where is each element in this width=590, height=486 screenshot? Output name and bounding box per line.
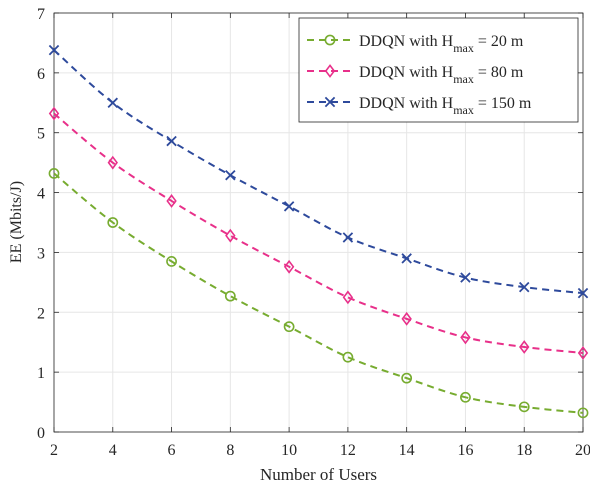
data-point [460,272,471,283]
y-axis-label: EE (Mbits/J) [8,181,25,263]
legend-label-subscript: max [453,41,474,55]
data-point [519,340,530,354]
y-tick-label: 5 [37,126,45,143]
legend-label: DDQN with Hmax = 80 m [359,64,524,86]
legend-swatch-marker [324,34,336,46]
data-point [225,169,236,181]
legend-label-subscript: max [453,72,474,86]
data-point [460,391,471,403]
data-point [401,253,412,264]
y-tick-label: 4 [37,186,45,203]
x-tick-label: 14 [399,442,415,459]
legend-entry: DDQN with Hmax = 150 m [307,95,532,117]
data-point [283,259,295,274]
plot-frame [53,12,584,433]
x-axis-label: Number of Users [260,465,377,484]
data-point [518,281,530,293]
legend-label-subscript: max [453,103,474,117]
series-line [53,172,584,414]
data-point [577,287,589,299]
data-point [401,372,413,384]
data-point [107,155,118,170]
data-point [166,256,177,267]
y-tick-label: 6 [37,66,45,83]
data-point [342,351,354,363]
data-point [283,201,295,212]
legend-label-base: DDQN with H [359,95,454,112]
data-point [401,311,412,326]
series-line [53,49,584,295]
y-tick-label: 3 [37,245,45,262]
x-tick-label: 18 [516,442,532,459]
data-point [48,44,60,56]
legend-label: DDQN with Hmax = 150 m [359,95,532,117]
x-tick-label: 4 [109,442,117,459]
data-point [107,217,119,228]
data-point [342,232,354,243]
data-point [225,228,236,243]
data-point [166,135,177,147]
data-point [518,401,530,413]
legend-label-base: DDQN with H [359,64,454,81]
data-point [342,290,354,305]
legend-swatch-marker [324,96,336,108]
series-2 [48,106,589,360]
series-layer [48,44,589,419]
legend-entry: DDQN with Hmax = 20 m [307,33,524,55]
x-tick-label: 20 [575,442,590,459]
y-tick-label: 7 [37,6,45,23]
legend-label-base: DDQN with H [359,33,454,50]
data-point [577,407,589,419]
y-tick-label: 2 [37,305,45,322]
data-point [48,106,60,121]
data-point [48,168,60,179]
legend-label-tail: = 150 m [474,95,532,112]
x-tick-label: 12 [340,442,356,459]
data-point [577,346,589,360]
series-line [53,112,584,354]
x-tick-label: 6 [168,442,176,459]
y-tick-label: 0 [37,425,45,442]
legend-label: DDQN with Hmax = 20 m [359,33,524,55]
x-tick-label: 8 [226,442,234,459]
series-3 [48,44,589,299]
y-tick-label: 1 [37,365,45,382]
data-point [224,290,236,302]
x-tick-label: 16 [457,442,473,459]
x-tick-label: 10 [281,442,297,459]
data-point [166,194,177,208]
series-1 [48,168,589,419]
legend-label-tail: = 20 m [474,33,524,50]
data-point [107,97,119,109]
legend-label-tail: = 80 m [474,64,524,81]
x-tick-label: 2 [50,442,58,459]
data-point [460,330,471,345]
data-point [283,321,295,333]
legend-entry: DDQN with Hmax = 80 m [307,64,524,86]
legend-swatch-marker [324,64,336,78]
